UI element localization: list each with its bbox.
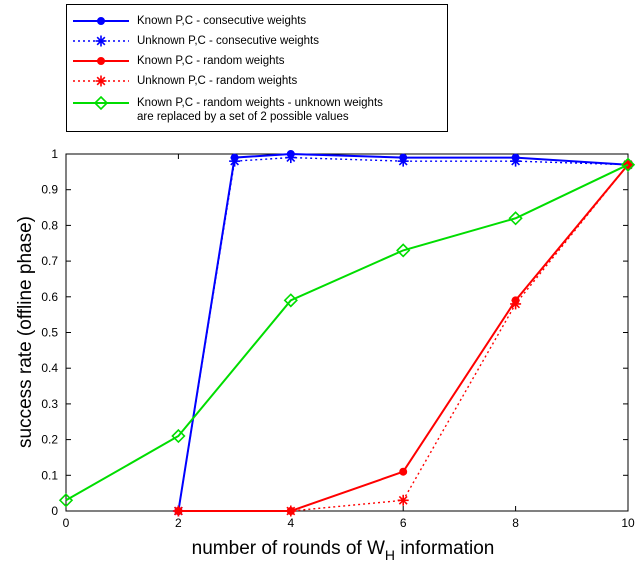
series-line xyxy=(65,163,629,502)
legend-diamond-marker xyxy=(93,95,109,111)
legend-sample-blue-dot xyxy=(73,17,129,25)
data-point-dot-marker xyxy=(399,467,408,476)
legend-entry: Known P,C - random weights - unknown wei… xyxy=(67,93,447,127)
y-tick-label: 0.2 xyxy=(41,433,58,447)
legend-label-line1: Known P,C - random weights - unknown wei… xyxy=(137,97,383,109)
legend-label: Known P,C - consecutive weights xyxy=(137,15,307,27)
series-line xyxy=(177,156,629,512)
legend-asterisk-marker xyxy=(95,35,107,47)
data-point-asterisk-marker xyxy=(285,505,297,517)
series-line xyxy=(178,164,629,512)
y-tick-label: 0.8 xyxy=(41,218,58,232)
y-tick-label: 0.1 xyxy=(41,468,58,482)
x-tick-label: 8 xyxy=(512,516,519,530)
x-tick-label: 4 xyxy=(287,516,294,530)
x-tick-label: 2 xyxy=(175,516,182,530)
legend-dot-marker xyxy=(97,17,105,25)
legend-entry: Unknown P,C - consecutive weights xyxy=(67,31,447,51)
y-tick-label: 0.7 xyxy=(41,254,58,268)
data-point-diamond-marker xyxy=(171,428,186,444)
y-tick-label: 1 xyxy=(51,147,58,161)
data-point-asterisk-marker xyxy=(397,155,409,167)
legend-entry: Known P,C - random weights xyxy=(67,51,447,71)
y-tick-label: 0.6 xyxy=(41,290,58,304)
x-axis-label-subscript: H xyxy=(384,547,396,563)
y-tick-label: 0.9 xyxy=(41,183,58,197)
data-point-asterisk-marker xyxy=(172,505,184,517)
x-tick-label: 0 xyxy=(63,516,70,530)
y-axis-label: success rate (offline phase) xyxy=(15,216,36,448)
series-0 xyxy=(174,150,632,515)
y-tick-label: 0.4 xyxy=(41,361,58,375)
data-point-diamond-marker xyxy=(508,211,523,226)
data-point-diamond-marker xyxy=(283,293,298,308)
legend-label-line2: are replaced by a set of 2 possible valu… xyxy=(137,111,349,123)
x-tick-label: 6 xyxy=(400,516,407,530)
legend-label: Unknown P,C - random weights xyxy=(137,75,298,87)
legend-label: Known P,C - random weights xyxy=(137,55,285,67)
plot-area xyxy=(65,153,629,512)
series-3 xyxy=(172,159,634,517)
series-1 xyxy=(172,152,634,517)
series-group xyxy=(58,150,636,517)
data-point-diamond-marker xyxy=(396,243,411,258)
y-tick-label: 0.3 xyxy=(41,397,58,411)
legend-label: Unknown P,C - consecutive weights xyxy=(137,35,319,47)
x-axis-label: number of rounds of WH information xyxy=(192,538,495,563)
data-point-asterisk-marker xyxy=(285,152,297,164)
x-axis-label-main: number of rounds of W xyxy=(191,538,385,559)
data-point-asterisk-marker xyxy=(510,298,522,310)
data-point-diamond-marker xyxy=(620,157,636,172)
series-line xyxy=(178,164,629,512)
series-4 xyxy=(58,157,636,508)
series-line xyxy=(177,152,629,512)
y-tick-label: 0 xyxy=(51,504,58,518)
legend: Known P,C - consecutive weights Unknown … xyxy=(66,4,448,132)
legend-sample-blue-asterisk xyxy=(73,35,129,47)
series-2 xyxy=(174,160,632,515)
legend-entry: Unknown P,C - random weights xyxy=(67,71,447,91)
legend-sample-red-dot xyxy=(73,57,129,65)
x-tick-label: 10 xyxy=(621,516,635,530)
data-point-diamond-marker xyxy=(58,493,74,508)
legend-label: Known P,C - random weights - unknown wei… xyxy=(137,96,442,124)
legend-sample-green-diamond xyxy=(73,95,129,111)
data-point-asterisk-marker xyxy=(229,155,241,167)
x-axis-label-tail: information xyxy=(395,538,495,559)
legend-sample-red-asterisk xyxy=(73,75,129,87)
y-tick-label: 0.5 xyxy=(41,326,58,340)
data-point-asterisk-marker xyxy=(510,155,522,167)
legend-asterisk-marker xyxy=(95,75,107,87)
legend-entry: Known P,C - consecutive weights xyxy=(67,11,447,31)
legend-dot-marker xyxy=(97,57,105,65)
data-point-asterisk-marker xyxy=(397,494,409,506)
